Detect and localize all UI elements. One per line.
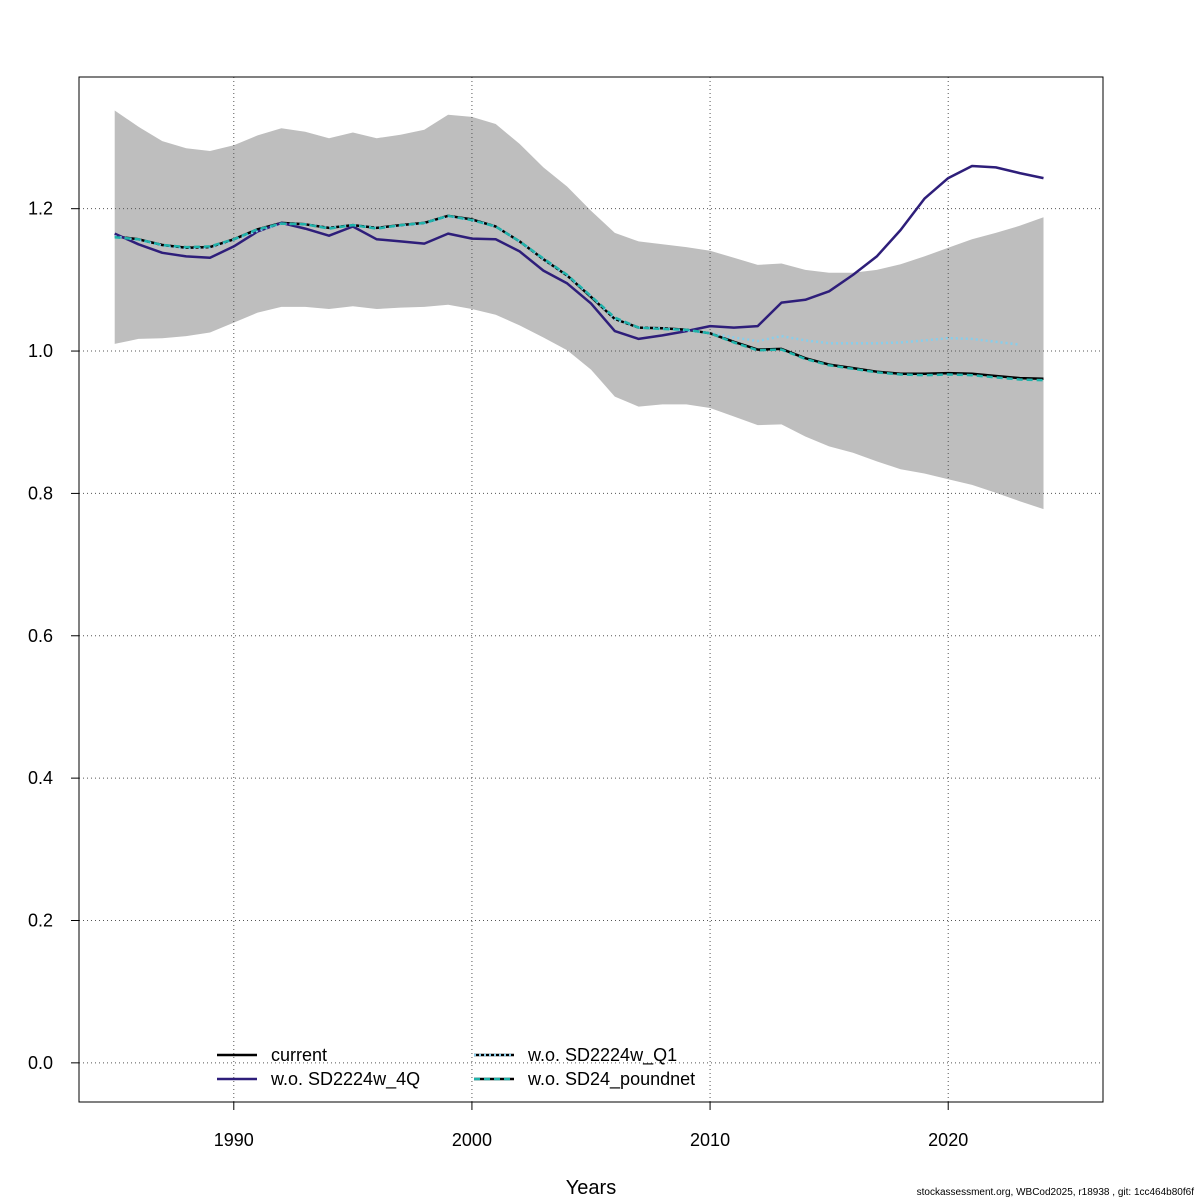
footer-credit: stockassessment.org, WBCod2025, r18938 ,… (916, 1187, 1194, 1198)
legend-label-2: w.o. SD2224w_Q1 (527, 1045, 677, 1066)
grid (79, 77, 1103, 1102)
x-tick-label: 1990 (214, 1130, 254, 1150)
confidence-band-area (114, 110, 1044, 510)
y-tick-label: 0.8 (28, 483, 53, 503)
series-line-3 (114, 214, 1044, 382)
legend-label-1: w.o. SD2224w_4Q (270, 1069, 420, 1090)
legend-label-3: w.o. SD24_poundnet (527, 1069, 695, 1090)
x-tick-label: 2010 (690, 1130, 730, 1150)
y-tick-label: 0.4 (28, 768, 53, 788)
x-tick-label: 2020 (928, 1130, 968, 1150)
legend-label-0: current (271, 1045, 327, 1065)
series-lines (114, 164, 1044, 382)
y-tick-label: 0.6 (28, 626, 53, 646)
y-tick-label: 0.0 (28, 1053, 53, 1073)
y-tick-label: 1.0 (28, 341, 53, 361)
x-axis-title: Years (566, 1177, 616, 1199)
x-tick-label: 2000 (452, 1130, 492, 1150)
legend: current w.o. SD2224w_4Q w.o. SD2224w_Q1 w.o… (217, 1045, 695, 1090)
y-tick-label: 0.2 (28, 910, 53, 930)
y-tick-label: 1.2 (28, 199, 53, 219)
plot-frame (78, 76, 1104, 1103)
confidence-band (114, 110, 1044, 510)
axes: 1990 2000 2010 2020 0.0 0.2 0.4 0.6 0.8 1.0 1.2 (28, 199, 968, 1150)
series-line-1 (114, 164, 1044, 341)
